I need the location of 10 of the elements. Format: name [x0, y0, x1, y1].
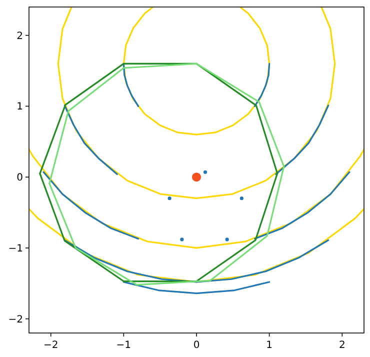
x-tick-label: 0	[193, 340, 200, 351]
y-tick-label: 0	[16, 172, 23, 184]
x-tick-label: −1	[116, 340, 132, 351]
x-tick-label: 2	[338, 340, 346, 351]
y-tick-label: 2	[16, 30, 23, 42]
y-tick-label: −2	[8, 314, 23, 326]
y-tick-label: −1	[8, 243, 23, 254]
x-tick-label: 1	[266, 340, 273, 351]
x-tick-label: −2	[43, 340, 58, 351]
y-tick-label: 1	[16, 102, 23, 113]
